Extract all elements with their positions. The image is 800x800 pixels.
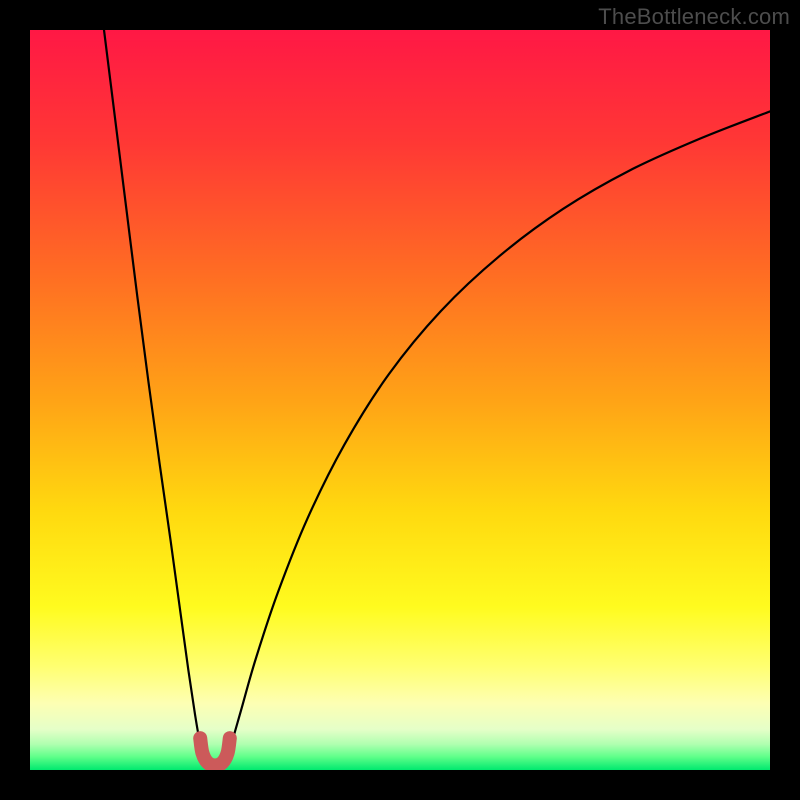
gradient-background [30,30,770,770]
figure-container: TheBottleneck.com [0,0,800,800]
watermark-text: TheBottleneck.com [598,4,790,30]
bottleneck-chart [0,0,800,800]
plot-area [30,30,770,770]
